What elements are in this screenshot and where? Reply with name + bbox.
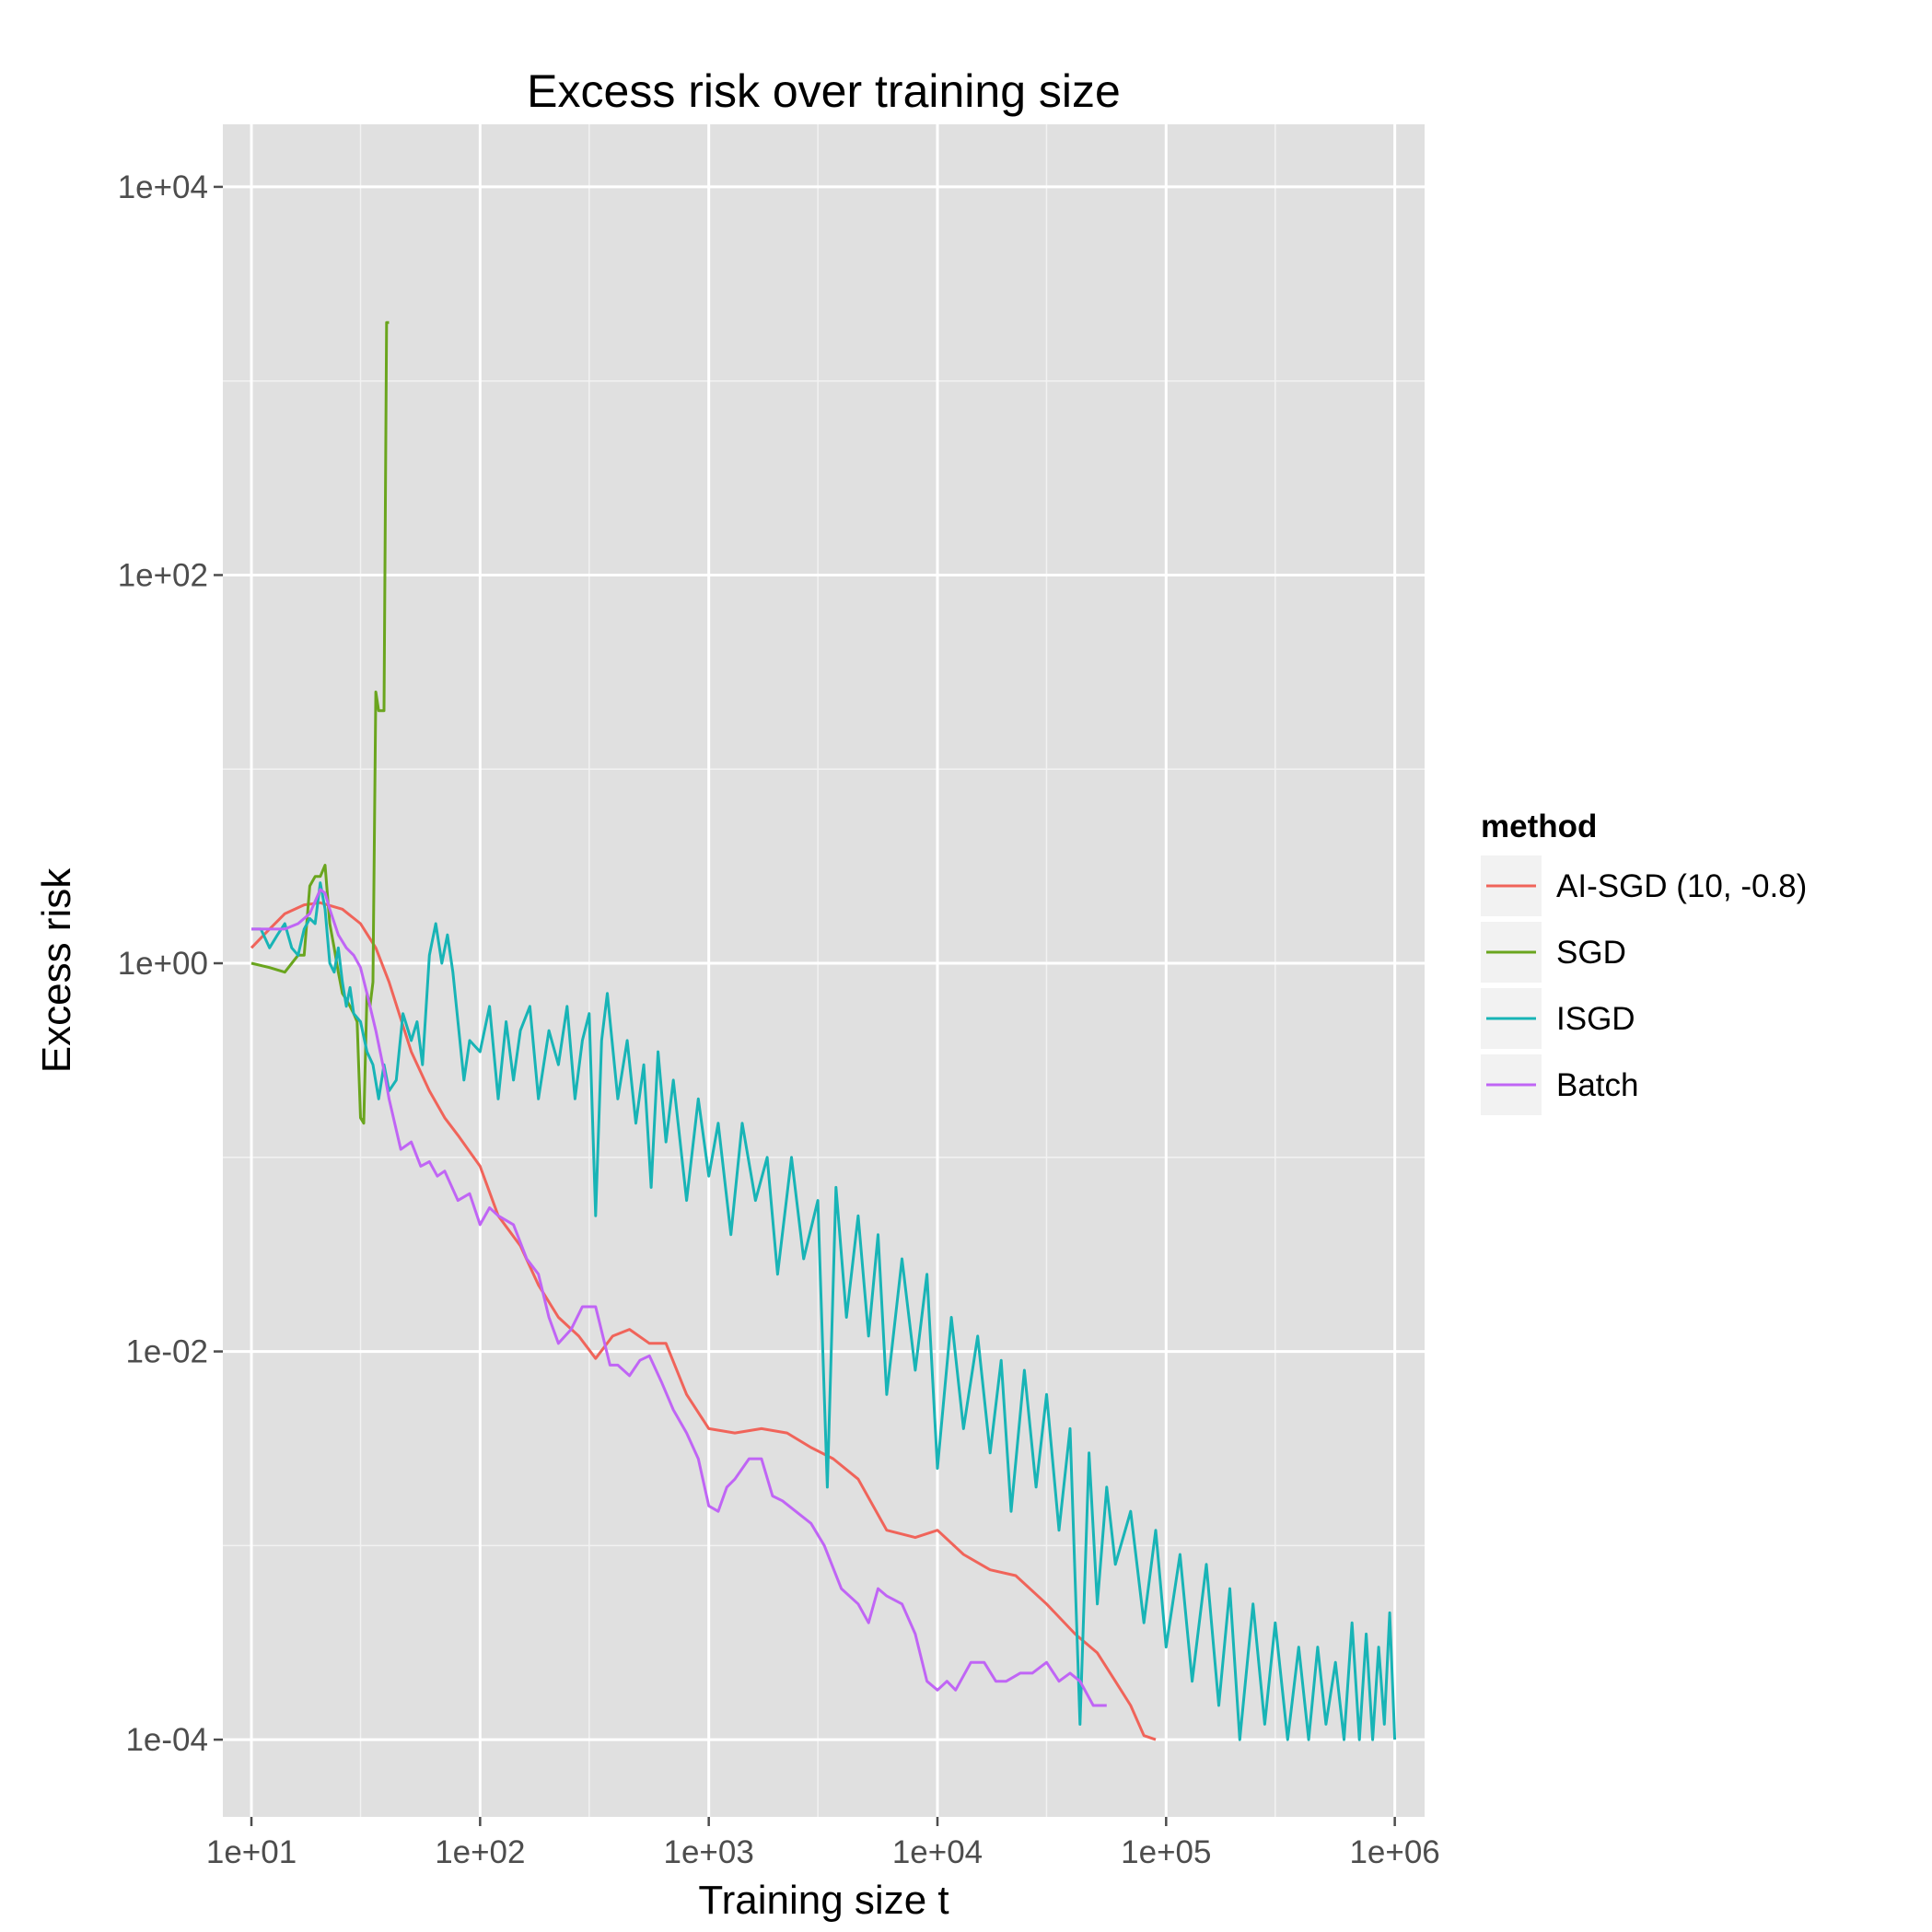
y-tick-label: 1e+02 <box>118 557 208 593</box>
plot-panel <box>223 124 1425 1817</box>
y-axis-title: Excess risk <box>34 867 79 1073</box>
legend-label-2: SGD <box>1556 935 1626 971</box>
legend-label-3: ISGD <box>1556 1001 1635 1037</box>
x-tick-label: 1e+04 <box>892 1834 983 1870</box>
legend-label-4: Batch <box>1556 1067 1639 1103</box>
legend-title: method <box>1481 809 1597 844</box>
chart-title: Excess risk over training size <box>527 65 1121 117</box>
x-tick-label: 1e+03 <box>664 1834 754 1870</box>
y-tick-label: 1e-02 <box>125 1334 208 1370</box>
legend: method AI-SGD (10, -0.8) SGD ISGD Batch <box>1481 809 1807 1115</box>
series-layer <box>250 320 1397 1741</box>
y-tick-label: 1e+04 <box>118 169 208 205</box>
x-tick-label: 1e+06 <box>1349 1834 1439 1870</box>
series-line-3 <box>251 881 1397 1741</box>
y-tick-label: 1e+00 <box>118 946 208 982</box>
x-tick-label: 1e+02 <box>435 1834 525 1870</box>
ticks: 1e+01 1e+02 1e+03 1e+04 1e+05 1e+06 1e-04 1e-02… <box>118 169 1440 1870</box>
x-tick-label: 1e+05 <box>1121 1834 1211 1870</box>
legend-label-1: AI-SGD (10, -0.8) <box>1556 868 1807 904</box>
series-line-1 <box>250 901 1157 1741</box>
series-line-4 <box>251 888 1107 1707</box>
x-axis-title: Training size t <box>698 1878 949 1923</box>
x-tick-label: 1e+01 <box>206 1834 297 1870</box>
y-tick-label: 1e-04 <box>125 1722 208 1758</box>
